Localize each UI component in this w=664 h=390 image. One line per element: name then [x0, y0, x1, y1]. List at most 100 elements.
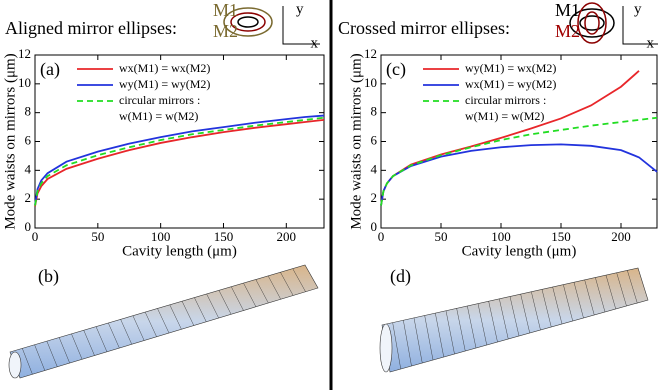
beam-grid-line	[445, 310, 455, 355]
y-tick-label: 4	[25, 161, 32, 176]
icon-label: M1	[555, 0, 580, 20]
x-tick-label: 0	[378, 229, 385, 244]
legend-label: circular mirrors :	[119, 93, 200, 107]
plot-frame	[380, 54, 658, 229]
beam-grid-line	[194, 297, 207, 322]
beam-grid-line	[243, 283, 257, 307]
series-line	[34, 118, 325, 207]
legend-label: w(M1) = w(M2)	[119, 109, 198, 123]
beam-grid-line	[488, 301, 498, 343]
beam-grid-line	[292, 268, 306, 292]
beam-grid-line	[413, 317, 423, 364]
y-tick-label: 2	[371, 190, 378, 205]
x-tick-label: 200	[277, 229, 297, 244]
beam-grid-line	[541, 289, 552, 328]
panel-label: (d)	[390, 266, 411, 287]
y-tick-label: 12	[364, 46, 377, 61]
panel-label: (b)	[38, 266, 59, 287]
icon-label: y	[634, 1, 642, 17]
beam-3d	[8, 264, 649, 379]
legend-label: wy(M1) = wx(M2)	[465, 61, 556, 75]
y-tick-label: 6	[25, 132, 32, 147]
series-line	[380, 116, 658, 206]
beam-grid-line	[206, 293, 219, 319]
series-line	[380, 143, 658, 206]
beam-grid-line	[531, 291, 541, 331]
x-tick-label: 200	[611, 229, 631, 244]
beam-grid-line	[71, 333, 83, 360]
y-tick-label: 0	[371, 219, 378, 234]
x-axis-label: Cavity length (μm)	[462, 243, 577, 259]
x-tick-label: 0	[32, 229, 39, 244]
y-tick-label: 4	[371, 161, 378, 176]
beam-grid-line	[499, 298, 509, 340]
beam-grid-line	[83, 330, 95, 356]
beam-grid-line	[267, 275, 281, 300]
y-tick-label: 6	[371, 132, 378, 147]
y-tick-label: 0	[25, 219, 32, 234]
icon-label: y	[296, 1, 304, 17]
beam-grid-line	[605, 275, 616, 310]
x-tick-label: 100	[151, 229, 171, 244]
y-axis-label: Mode waists on mirrors (μm)	[2, 53, 18, 229]
chart-title: Aligned mirror ellipses:	[5, 18, 177, 38]
icon-label: M1	[213, 0, 238, 20]
legend-label: circular mirrors :	[465, 93, 546, 107]
legend-label: wx(M1) = wy(M2)	[465, 77, 556, 91]
icon-label: x	[647, 35, 655, 51]
beam-grid-line	[477, 303, 487, 346]
beam-grid-line	[58, 337, 70, 364]
legend-label: wy(M1) = wy(M2)	[119, 77, 210, 91]
beam-grid-line	[218, 290, 232, 315]
legend-label: w(M1) = w(M2)	[465, 109, 544, 123]
y-tick-label: 8	[25, 104, 32, 119]
beam-grid-line	[467, 305, 477, 349]
beam-grid-line	[22, 348, 33, 375]
x-tick-label: 150	[551, 229, 571, 244]
beam-grid-line	[145, 312, 157, 337]
series-line	[34, 114, 325, 206]
mirror-icon	[223, 2, 658, 45]
beam-grid-line	[169, 304, 182, 330]
beam-grid	[22, 268, 638, 375]
x-tick-label: 50	[91, 229, 104, 244]
beam-grid-line	[95, 326, 108, 352]
y-tick-label: 8	[371, 104, 378, 119]
legend-label: wx(M1) = wx(M2)	[119, 61, 210, 75]
beam-grid-line	[552, 286, 563, 325]
beam-grid-line	[424, 315, 434, 361]
beam-grid-line	[563, 284, 573, 322]
icon-label: M2	[213, 21, 238, 41]
beam-grid-line	[456, 308, 466, 352]
beam-grid-line	[34, 344, 46, 371]
series-line	[380, 70, 640, 206]
beam-grid-line	[46, 341, 58, 367]
y-tick-label: 10	[364, 75, 377, 90]
beam-grid-line	[392, 322, 401, 370]
beam-grid-line	[627, 270, 638, 304]
beam-grid-line	[584, 279, 595, 316]
beam-grid-line	[573, 282, 584, 319]
x-tick-label: 100	[491, 229, 511, 244]
beam-grid-line	[403, 320, 412, 367]
y-tick-label: 10	[18, 75, 31, 90]
plot-frame	[34, 54, 325, 229]
panel-label: (c)	[386, 59, 406, 80]
x-tick-label: 50	[435, 229, 448, 244]
beam-grid-line	[255, 279, 269, 304]
panel-label: (a)	[40, 59, 60, 80]
beam-grid-line	[509, 296, 520, 337]
beam-grid-line	[520, 294, 530, 334]
beam-grid-line	[157, 308, 170, 334]
series-line	[34, 116, 325, 206]
beam-grid-line	[595, 277, 606, 313]
beam-grid-line	[616, 272, 627, 307]
x-axis-label: Cavity length (μm)	[122, 243, 237, 259]
beam-grid-line	[181, 301, 195, 326]
icon-label: M2	[555, 21, 580, 41]
beam-grid-line	[108, 322, 120, 349]
y-tick-label: 2	[25, 190, 32, 205]
y-tick-label: 12	[18, 46, 31, 61]
icon-label: x	[311, 35, 319, 51]
